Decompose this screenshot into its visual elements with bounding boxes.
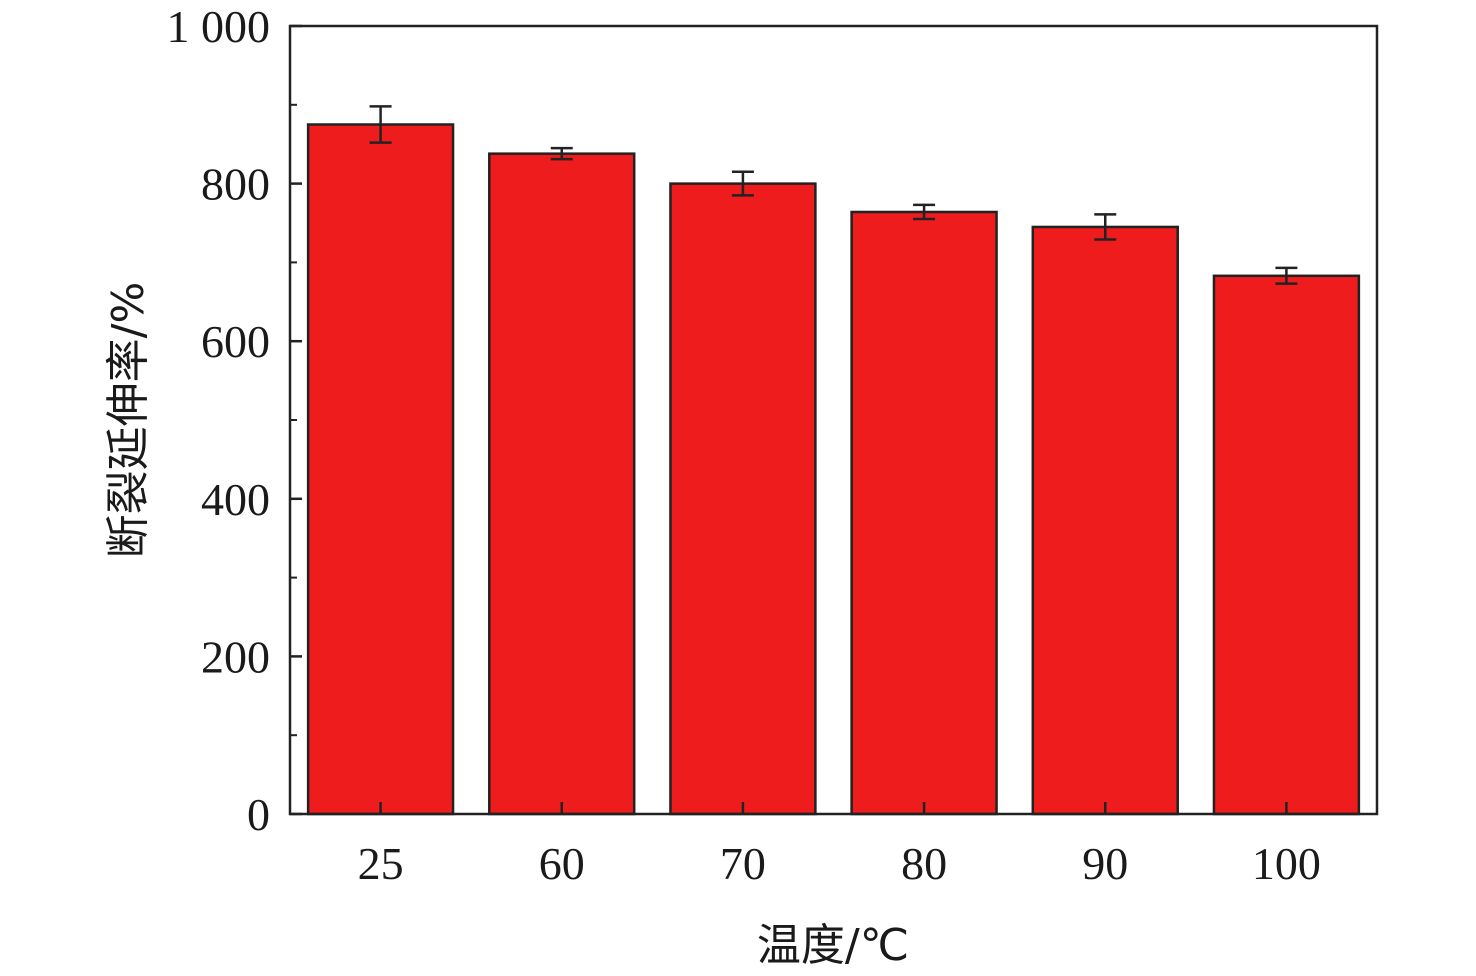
error-bars-group [369,105,1298,285]
y-axis-title: 断裂延伸率/% [103,282,154,559]
error-bar-60 [550,146,573,161]
error-bar-25 [369,105,392,144]
y-axis: 0 200 400 600 800 1 000 [167,1,302,840]
bars-group [306,123,1361,816]
bar-100 [1212,274,1361,816]
y-tick-label: 800 [201,159,270,210]
bar-25 [306,123,455,816]
x-tick-label: 60 [539,838,585,889]
x-tick-label: 70 [720,838,766,889]
bar-70 [669,182,817,816]
x-tick-label: 90 [1082,838,1128,889]
error-bar-90 [1094,213,1117,241]
x-tick-label: 100 [1252,838,1321,889]
bar-90 [1031,225,1179,816]
x-axis: 25 60 70 80 90 100 [358,802,1321,889]
y-tick-label: 600 [201,316,270,367]
y-tick-label: 0 [247,789,270,840]
error-bar-80 [913,203,936,221]
error-bar-70 [731,170,754,197]
x-axis-title: 温度/℃ [757,920,909,971]
y-tick-label: 400 [201,474,270,525]
bar-80 [850,210,998,816]
y-tick-label: 200 [201,631,270,682]
x-tick-label: 25 [358,838,404,889]
y-tick-label: 1 000 [167,1,271,52]
error-bar-100 [1275,266,1298,285]
bar-60 [488,152,636,816]
x-tick-label: 80 [901,838,947,889]
